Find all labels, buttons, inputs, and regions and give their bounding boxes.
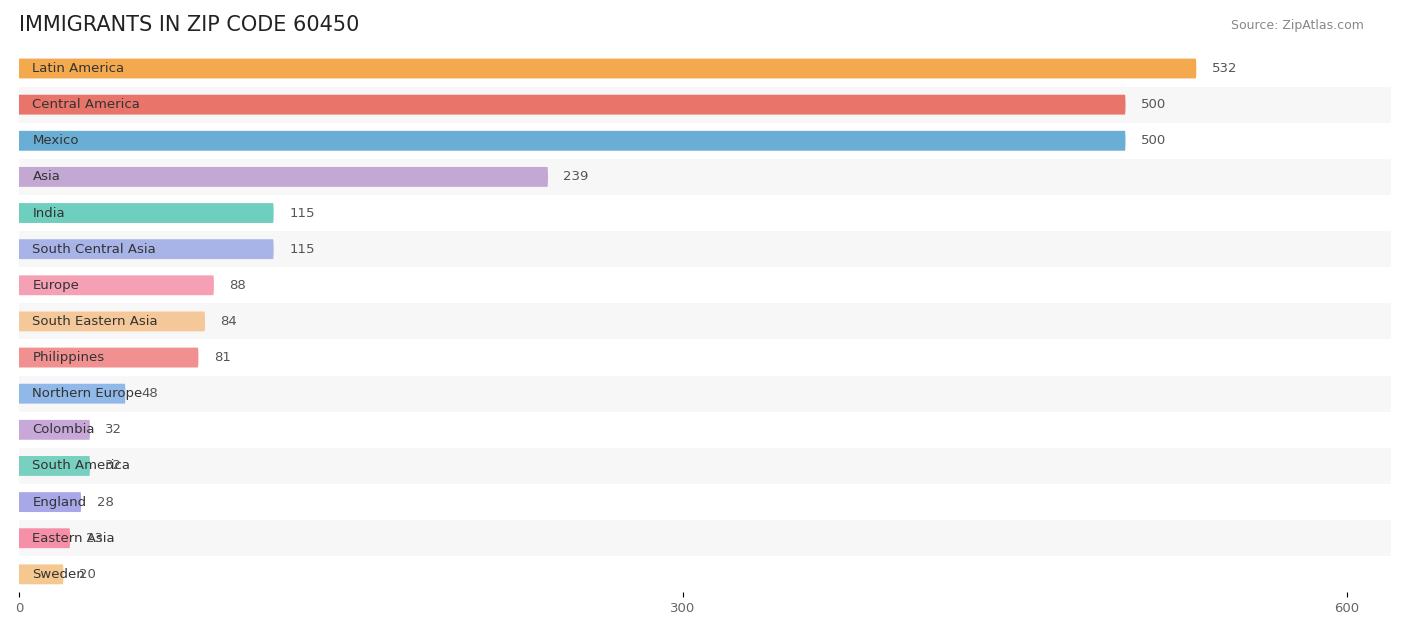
- FancyBboxPatch shape: [20, 95, 1125, 114]
- Text: 532: 532: [1212, 62, 1237, 75]
- Text: 32: 32: [105, 460, 122, 473]
- Text: 115: 115: [290, 242, 315, 256]
- Text: Northern Europe: Northern Europe: [32, 387, 143, 400]
- Bar: [0, 87, 1406, 123]
- FancyBboxPatch shape: [20, 384, 125, 404]
- Text: Latin America: Latin America: [32, 62, 125, 75]
- Text: Mexico: Mexico: [32, 134, 79, 147]
- Bar: [0, 231, 1406, 267]
- FancyBboxPatch shape: [20, 565, 63, 584]
- Text: South Eastern Asia: South Eastern Asia: [32, 315, 157, 328]
- FancyBboxPatch shape: [20, 239, 274, 259]
- Text: 48: 48: [141, 387, 157, 400]
- Text: 84: 84: [221, 315, 238, 328]
- Bar: [0, 340, 1406, 376]
- Bar: [0, 376, 1406, 412]
- Text: Central America: Central America: [32, 98, 141, 111]
- Bar: [0, 195, 1406, 231]
- Text: 32: 32: [105, 423, 122, 437]
- Text: 115: 115: [290, 206, 315, 219]
- FancyBboxPatch shape: [20, 456, 90, 476]
- Bar: [0, 484, 1406, 520]
- Text: 81: 81: [214, 351, 231, 364]
- FancyBboxPatch shape: [20, 131, 1125, 150]
- Text: 28: 28: [97, 496, 114, 509]
- Text: 20: 20: [79, 568, 96, 581]
- FancyBboxPatch shape: [20, 203, 274, 223]
- Bar: [0, 50, 1406, 87]
- Bar: [0, 412, 1406, 448]
- Bar: [0, 303, 1406, 340]
- Text: Source: ZipAtlas.com: Source: ZipAtlas.com: [1230, 19, 1364, 32]
- FancyBboxPatch shape: [20, 348, 198, 368]
- FancyBboxPatch shape: [20, 420, 90, 440]
- Text: Asia: Asia: [32, 170, 60, 183]
- Bar: [0, 556, 1406, 592]
- Text: 239: 239: [564, 170, 589, 183]
- Text: Colombia: Colombia: [32, 423, 96, 437]
- FancyBboxPatch shape: [20, 311, 205, 331]
- Text: Sweden: Sweden: [32, 568, 86, 581]
- FancyBboxPatch shape: [20, 492, 82, 512]
- FancyBboxPatch shape: [20, 59, 1197, 78]
- Bar: [0, 267, 1406, 303]
- Text: South America: South America: [32, 460, 131, 473]
- Text: 23: 23: [86, 532, 103, 545]
- Bar: [0, 448, 1406, 484]
- Bar: [0, 123, 1406, 159]
- Bar: [0, 520, 1406, 556]
- Text: England: England: [32, 496, 87, 509]
- Text: Europe: Europe: [32, 279, 79, 292]
- Text: 500: 500: [1142, 134, 1166, 147]
- Bar: [0, 159, 1406, 195]
- Text: IMMIGRANTS IN ZIP CODE 60450: IMMIGRANTS IN ZIP CODE 60450: [20, 15, 360, 35]
- Text: 500: 500: [1142, 98, 1166, 111]
- Text: Philippines: Philippines: [32, 351, 104, 364]
- FancyBboxPatch shape: [20, 275, 214, 295]
- Text: Eastern Asia: Eastern Asia: [32, 532, 115, 545]
- Text: India: India: [32, 206, 65, 219]
- Text: 88: 88: [229, 279, 246, 292]
- FancyBboxPatch shape: [20, 529, 70, 548]
- FancyBboxPatch shape: [20, 167, 548, 187]
- Text: South Central Asia: South Central Asia: [32, 242, 156, 256]
